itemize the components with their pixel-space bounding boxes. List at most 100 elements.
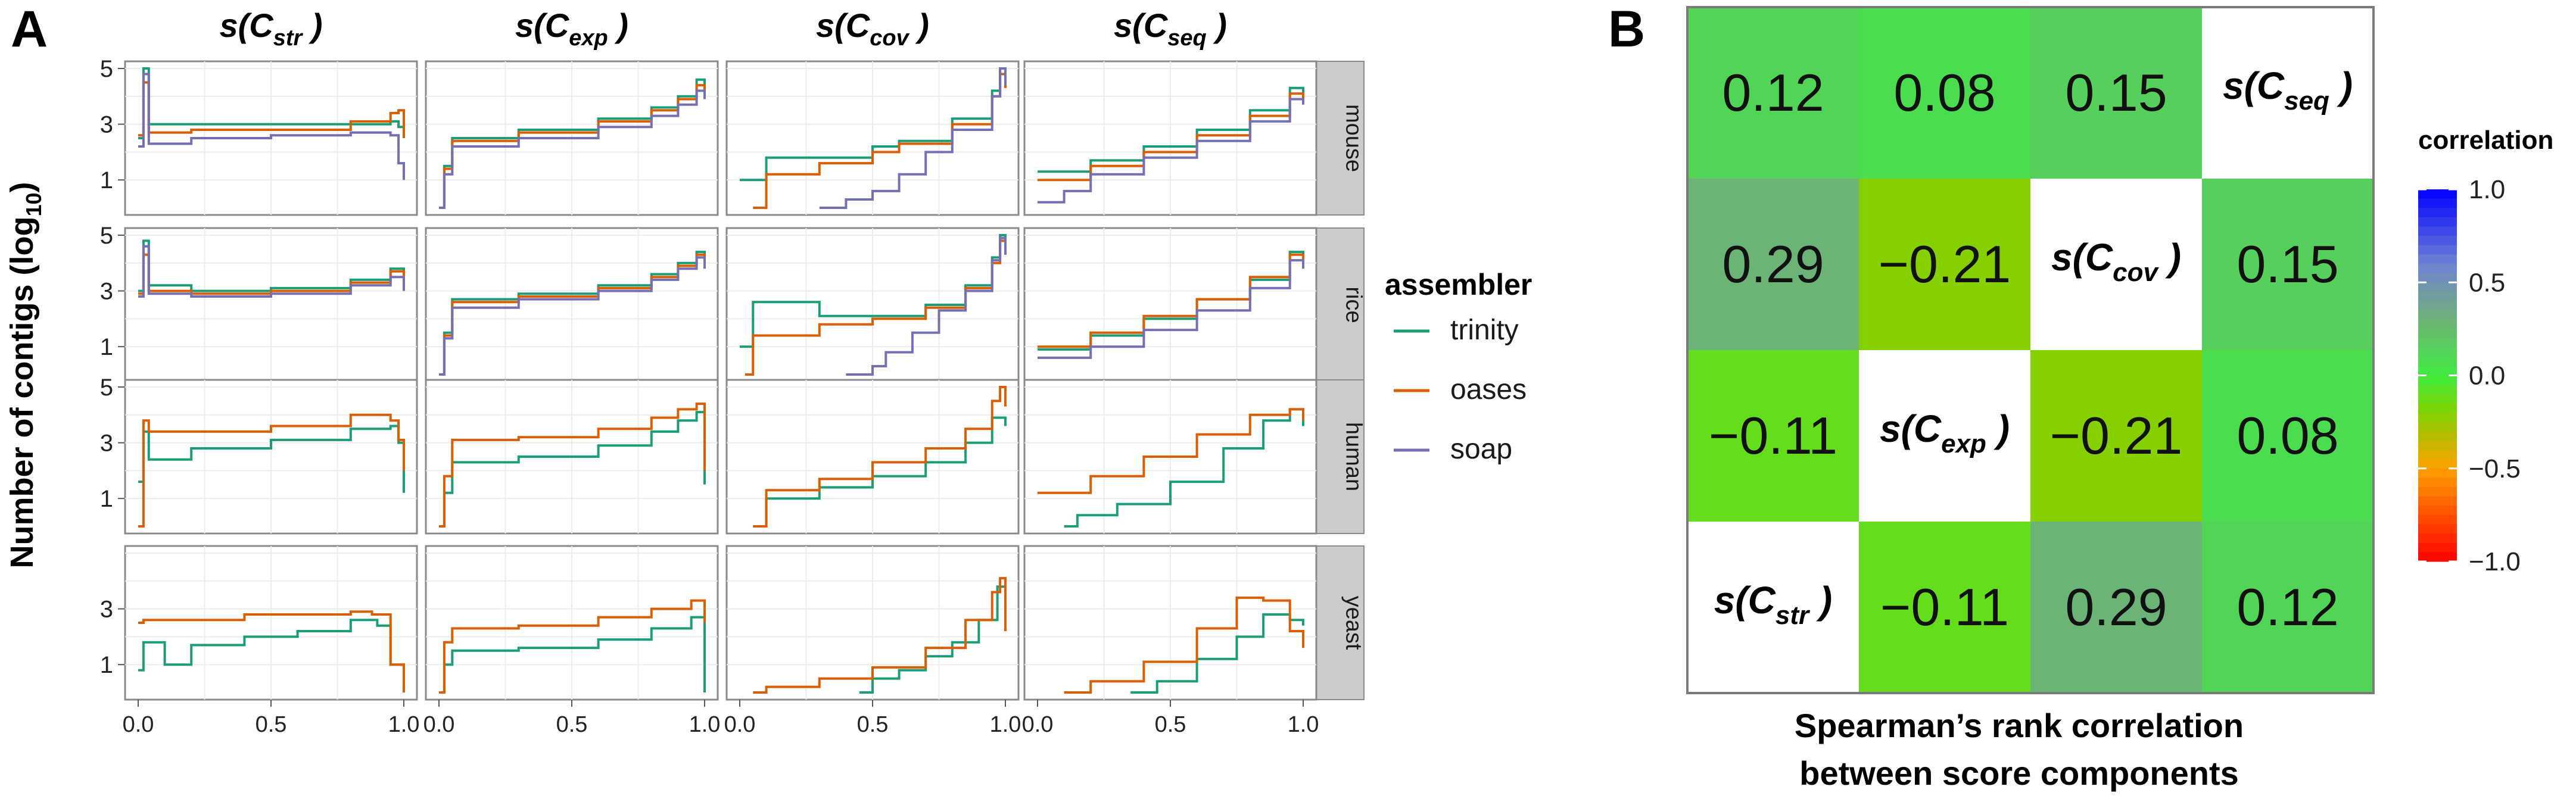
assembler-legend: assembler trinity oases soap [1385, 268, 1532, 465]
y-tick-label: 5 [100, 223, 113, 249]
facet-yeast-exp [425, 545, 719, 701]
x-tick-label: 0.0 [423, 712, 455, 737]
row-label-yeast: yeast [1341, 596, 1366, 650]
heatmap-cell [1687, 179, 1859, 350]
x-tick-label: 1.0 [990, 712, 1021, 737]
facet-human-exp [425, 379, 719, 535]
facet-mouse-seq [1023, 60, 1317, 216]
heatmap-diagonal-cell [1859, 350, 2030, 522]
y-tick-label: 3 [100, 279, 113, 305]
heatmap-cell [1687, 350, 1859, 522]
facet-mouse-exp [425, 60, 719, 216]
histogram-trinity [1038, 86, 1304, 173]
heatmap-diagonal-label-str: s(Cstr ) [1714, 579, 1832, 630]
x-tick-label: 0.5 [556, 712, 588, 737]
histogram-oases [138, 610, 405, 692]
colorbar-segment [2418, 310, 2457, 320]
colorbar-segment [2418, 385, 2457, 395]
colorbar-segment [2418, 264, 2457, 274]
heatmap-value-label: −0.11 [1880, 578, 2009, 636]
heatmap-value-label: −0.11 [1709, 406, 1837, 465]
correlation-heatmap: 0.12 0.08 0.15 s(Cseq ) 0.29 −0.21 s(Ccov ) 0.1… [1686, 6, 2375, 694]
colorbar-segment [2418, 506, 2457, 516]
heatmap-cell [2030, 7, 2202, 179]
heatmap-diagonal-cell [2202, 7, 2373, 179]
histogram-oases [1038, 253, 1304, 348]
histogram-oases [1038, 92, 1304, 182]
colorbar-segment [2418, 440, 2457, 450]
colorbar-segment [2418, 245, 2457, 255]
colorbar-segment [2418, 496, 2457, 506]
y-tick-label: 1 [100, 486, 113, 512]
heatmap-cell [1859, 179, 2030, 350]
histogram-soap [138, 245, 405, 298]
facet-yeast-cov [725, 545, 1020, 701]
heatmap-diagonal-label-cov: s(Ccov ) [2051, 236, 2181, 287]
histogram-soap [439, 89, 706, 209]
heatmap-cell [1859, 522, 2030, 693]
colorbar-segment [2418, 198, 2457, 208]
row-strip-mouse [1313, 61, 1365, 216]
colorbar-segment [2418, 282, 2457, 292]
y-tick-label: 1 [100, 334, 113, 360]
heatmap-cell [2202, 179, 2373, 350]
heatmap-cell [2030, 522, 2202, 693]
histogram-soap [439, 256, 706, 376]
correlation-legend: correlation 1.0 0.5 0.0 −0.5 −1.0 [2418, 126, 2553, 576]
colorbar-tick-label: 1.0 [2469, 175, 2505, 204]
x-tick-label: 0.0 [1022, 712, 1054, 737]
y-tick-label: 3 [100, 597, 113, 623]
colorbar-tick-label: −0.5 [2469, 454, 2521, 483]
facet-rice-exp [425, 227, 719, 383]
heatmap-diagonal-cell [2030, 179, 2202, 350]
x-tick-label: 0.5 [1155, 712, 1186, 737]
x-tick-label: 0.5 [857, 712, 889, 737]
colorbar-segment [2418, 236, 2457, 246]
heatmap-value-label: 0.12 [1722, 63, 1824, 122]
colorbar-segment [2418, 189, 2457, 199]
x-tick-label: 1.0 [1288, 712, 1319, 737]
facet-grid: s(Cstr ) s(Cexp ) s(Ccov ) s(Cseq ) mouse 1 3 5… [100, 7, 1366, 737]
panel-a-letter: A [11, 1, 48, 58]
colorbar-segment [2418, 478, 2457, 488]
facet-mouse-str [124, 60, 418, 216]
row-label-rice: rice [1341, 286, 1366, 323]
y-tick-label: 5 [100, 56, 113, 82]
colorbar-segment [2418, 291, 2457, 301]
heatmap-value-label: 0.29 [2065, 578, 2167, 636]
colorbar-tick-label: 0.5 [2469, 268, 2505, 297]
colorbar-segment [2418, 533, 2457, 544]
legend-label-oases: oases [1450, 374, 1527, 405]
colorbar-segment [2418, 450, 2457, 460]
histogram-oases [1064, 596, 1304, 694]
colorbar-segment [2418, 542, 2457, 553]
heatmap-value-label: 0.08 [2237, 406, 2338, 465]
x-tick-label: 0.0 [724, 712, 756, 737]
histogram-soap [819, 67, 1007, 209]
column-label-seq: s(Cseq ) [1114, 7, 1227, 51]
colorbar-tick-label: 0.0 [2469, 361, 2505, 391]
colorbar-segment [2418, 226, 2457, 236]
histogram-trinity [439, 411, 706, 528]
colorbar-segment [2418, 338, 2457, 348]
x-tick-label: 0.0 [123, 712, 154, 737]
histogram-oases [1038, 408, 1304, 494]
colorbar-segment [2418, 319, 2457, 329]
heatmap-cell [2202, 350, 2373, 522]
colorbar-segment [2418, 514, 2457, 525]
facet-human-str [124, 379, 418, 535]
x-tick-label: 1.0 [689, 712, 721, 737]
heatmap-caption-line2: between score components [1799, 754, 2239, 792]
column-label-cov: s(Ccov ) [816, 7, 929, 51]
facet-human-cov [725, 379, 1020, 535]
x-tick-label: 1.0 [388, 712, 420, 737]
y-tick-label: 5 [100, 375, 113, 401]
heatmap-cell [2202, 522, 2373, 693]
histogram-oases [138, 81, 405, 138]
colorbar-tick-label: −1.0 [2469, 547, 2521, 576]
legend-label-trinity: trinity [1450, 314, 1519, 346]
colorbar-segment [2418, 301, 2457, 311]
colorbar-segment [2418, 375, 2457, 385]
row-label-mouse: mouse [1341, 104, 1366, 172]
